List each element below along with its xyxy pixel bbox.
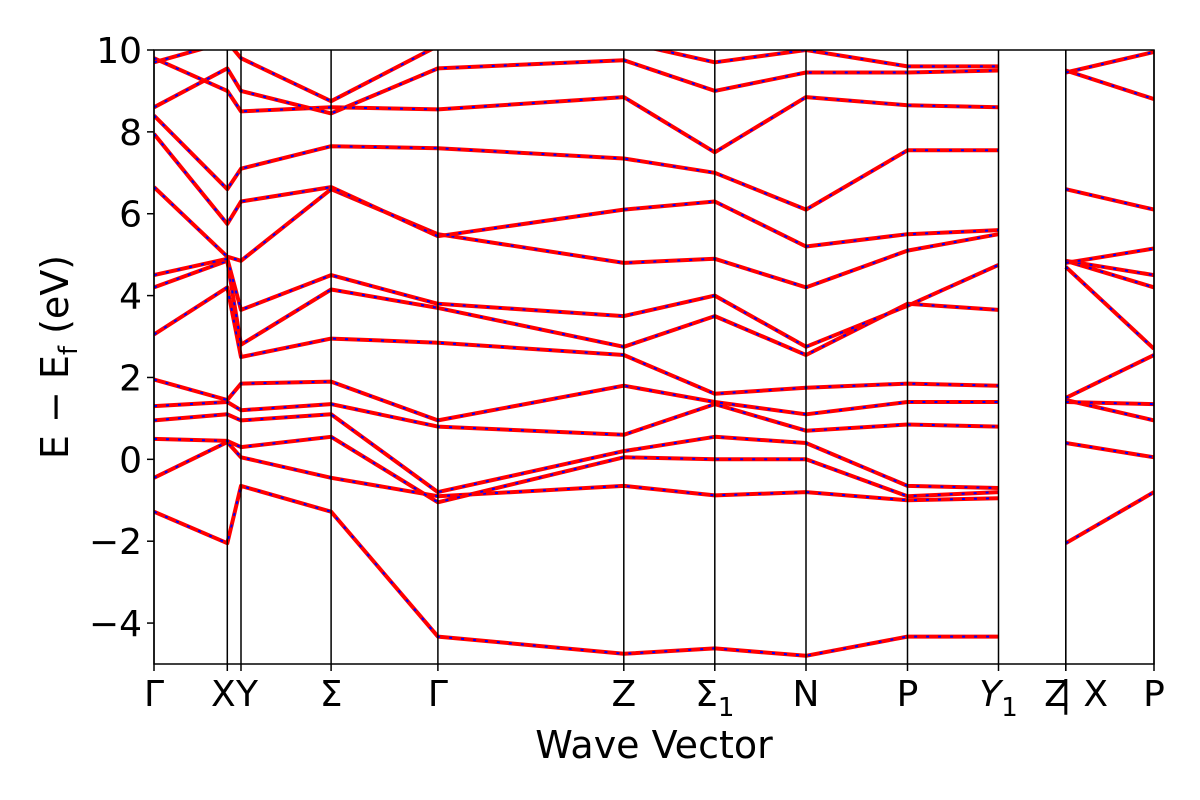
y-tick-label: 2: [119, 358, 142, 399]
y-axis-title-tail: (eV): [33, 255, 77, 346]
band-5: [154, 400, 999, 437]
y-axis-title: E − Ef (eV): [33, 255, 84, 459]
x-tick-label: X: [211, 674, 236, 715]
y-axis-title-main: E − E: [33, 355, 77, 459]
x-tick-label: Z: [1044, 674, 1069, 715]
y-tick-label: −2: [89, 522, 142, 563]
band-9-overlay: [154, 257, 999, 348]
x-tick-label: Y1: [979, 674, 1018, 723]
high-symmetry-lines: [153, 50, 1155, 664]
y-tick-label: 4: [119, 277, 142, 318]
band-tail-7: [1065, 258, 1154, 290]
x-axis-title: Wave Vector: [535, 723, 773, 767]
x-tick-label: Γ: [428, 674, 448, 715]
x-tick-label: Σ1: [695, 674, 734, 723]
band-2-overlay: [154, 440, 999, 502]
band-12-overlay: [154, 114, 999, 211]
band-tail-9-overlay: [1065, 247, 1154, 264]
band-tail-4-overlay: [1065, 401, 1154, 406]
band-tail-5-overlay: [1065, 354, 1154, 399]
y-tick-label: 6: [119, 195, 142, 236]
band-14: [154, 58, 999, 116]
band-tail-12: [1065, 50, 1154, 75]
y-axis-ticks: −4 −2 0 2 4 6 8 10: [89, 31, 154, 645]
plot-frame: [153, 49, 1155, 665]
x-tick-label: N: [793, 674, 820, 715]
band-tail-10: [1065, 187, 1154, 212]
x-tick-label: P: [1143, 674, 1165, 715]
x-tick-label: | X: [1060, 674, 1108, 715]
x-tick-label: Σ: [320, 674, 343, 715]
band-8: [154, 258, 999, 357]
x-tick-label: Z: [611, 674, 636, 715]
band-tail-11: [1065, 68, 1154, 102]
x-tick-label: P: [897, 674, 919, 715]
x-tick-label: Y: [235, 674, 259, 715]
y-tick-label: 10: [96, 31, 142, 72]
band-7-overlay: [154, 285, 999, 395]
band-1-overlay: [154, 484, 999, 657]
band-6-overlay: [154, 378, 999, 422]
y-tick-label: 8: [119, 113, 142, 154]
band-15: [154, 50, 999, 104]
band-tail-1-overlay: [1065, 491, 1154, 545]
band-4: [154, 412, 999, 495]
x-tick-label: Γ: [144, 674, 164, 715]
band-3: [154, 434, 999, 505]
bands-layer: [154, 50, 1154, 658]
band-1: [154, 483, 999, 658]
band-tail-2-overlay: [1065, 442, 1154, 459]
y-tick-label: 0: [119, 440, 142, 481]
band-13: [154, 56, 999, 155]
band-14-overlay: [154, 59, 999, 115]
band-tail-6-overlay: [1065, 266, 1154, 350]
band-8-overlay: [154, 259, 999, 357]
y-tick-label: −4: [89, 604, 142, 645]
band-10-overlay: [154, 186, 999, 289]
y-axis-title-subscript: f: [54, 345, 84, 355]
band-7: [154, 285, 999, 396]
band-11-overlay: [154, 133, 999, 248]
band-tail-8-overlay: [1065, 259, 1154, 277]
band-9: [154, 256, 1000, 349]
